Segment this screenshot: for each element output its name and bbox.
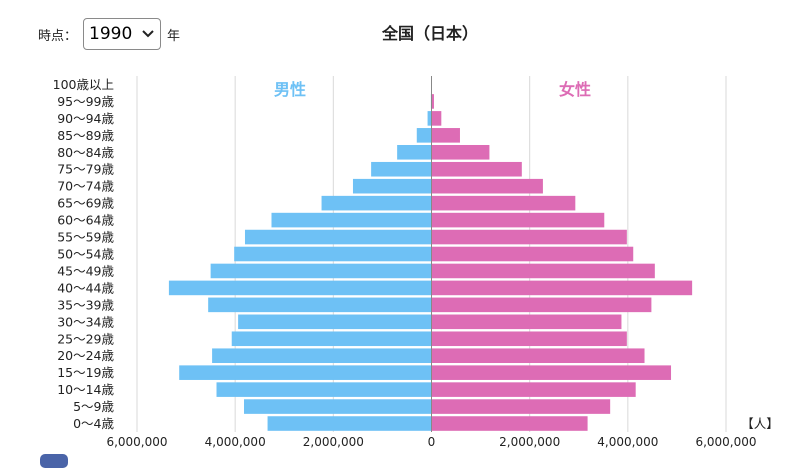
x-tick-label: 6,000,000 bbox=[106, 435, 167, 449]
y-tick-label: 60〜64歳 bbox=[57, 213, 114, 228]
female-bar bbox=[432, 179, 543, 194]
series-label-male: 男性 bbox=[274, 80, 306, 99]
female-bar bbox=[432, 315, 622, 330]
y-tick-label: 100歳以上 bbox=[53, 77, 114, 92]
female-bar bbox=[432, 213, 605, 228]
female-bar bbox=[432, 365, 672, 380]
partial-icon bbox=[40, 454, 68, 468]
female-bar bbox=[432, 298, 652, 313]
female-bar bbox=[432, 331, 627, 346]
x-tick-label: 6,000,000 bbox=[695, 435, 756, 449]
y-tick-label: 65〜69歳 bbox=[57, 196, 114, 211]
male-bar bbox=[169, 281, 432, 296]
y-tick-label: 80〜84歳 bbox=[57, 145, 114, 160]
female-bar bbox=[432, 382, 636, 397]
female-bar bbox=[432, 230, 627, 245]
y-tick-label: 55〜59歳 bbox=[57, 230, 114, 245]
female-bar bbox=[432, 111, 442, 126]
unit-label: 【人】 bbox=[741, 416, 779, 431]
y-tick-label: 15〜19歳 bbox=[57, 365, 114, 380]
male-bar bbox=[268, 416, 432, 431]
y-tick-label: 0〜4歳 bbox=[73, 416, 114, 431]
male-bar bbox=[211, 264, 432, 279]
y-tick-label: 20〜24歳 bbox=[57, 348, 114, 363]
male-bar bbox=[212, 348, 431, 363]
female-bar bbox=[432, 247, 634, 262]
male-bar bbox=[397, 145, 431, 160]
y-tick-label: 45〜49歳 bbox=[57, 263, 114, 278]
y-tick-label: 95〜99歳 bbox=[57, 94, 114, 109]
y-tick-label: 50〜54歳 bbox=[57, 247, 114, 262]
female-bar bbox=[432, 416, 588, 431]
male-bar bbox=[179, 365, 431, 380]
male-bar bbox=[371, 162, 431, 177]
male-bar bbox=[428, 111, 432, 126]
x-tick-label: 4,000,000 bbox=[205, 435, 266, 449]
male-bar bbox=[208, 298, 431, 313]
male-bar bbox=[417, 128, 432, 143]
y-tick-label: 10〜14歳 bbox=[57, 382, 114, 397]
male-bar bbox=[245, 230, 432, 245]
female-bar bbox=[432, 348, 645, 363]
y-tick-label: 30〜34歳 bbox=[57, 314, 114, 329]
y-tick-label: 85〜89歳 bbox=[57, 128, 114, 143]
female-bar bbox=[432, 145, 490, 160]
male-bar bbox=[322, 196, 432, 211]
y-tick-label: 70〜74歳 bbox=[57, 179, 114, 194]
y-tick-label: 25〜29歳 bbox=[57, 331, 114, 346]
y-tick-label: 40〜44歳 bbox=[57, 280, 114, 295]
y-tick-label: 35〜39歳 bbox=[57, 297, 114, 312]
y-tick-label: 90〜94歳 bbox=[57, 111, 114, 126]
y-tick-label: 75〜79歳 bbox=[57, 162, 114, 177]
male-bar bbox=[353, 179, 432, 194]
female-bar bbox=[432, 162, 522, 177]
female-bar bbox=[432, 264, 655, 279]
series-label-female: 女性 bbox=[559, 80, 591, 99]
male-bar bbox=[234, 247, 431, 262]
male-bar bbox=[238, 315, 431, 330]
female-bar bbox=[432, 196, 576, 211]
male-bar bbox=[244, 399, 431, 414]
male-bar bbox=[232, 331, 432, 346]
female-bar bbox=[432, 281, 693, 296]
female-bar bbox=[432, 399, 611, 414]
y-tick-label: 5〜9歳 bbox=[73, 399, 114, 414]
x-tick-label: 0 bbox=[428, 435, 436, 449]
female-bar bbox=[432, 128, 460, 143]
male-bar bbox=[217, 382, 432, 397]
male-bar bbox=[271, 213, 431, 228]
x-tick-label: 2,000,000 bbox=[303, 435, 364, 449]
x-tick-label: 2,000,000 bbox=[499, 435, 560, 449]
x-tick-label: 4,000,000 bbox=[597, 435, 658, 449]
